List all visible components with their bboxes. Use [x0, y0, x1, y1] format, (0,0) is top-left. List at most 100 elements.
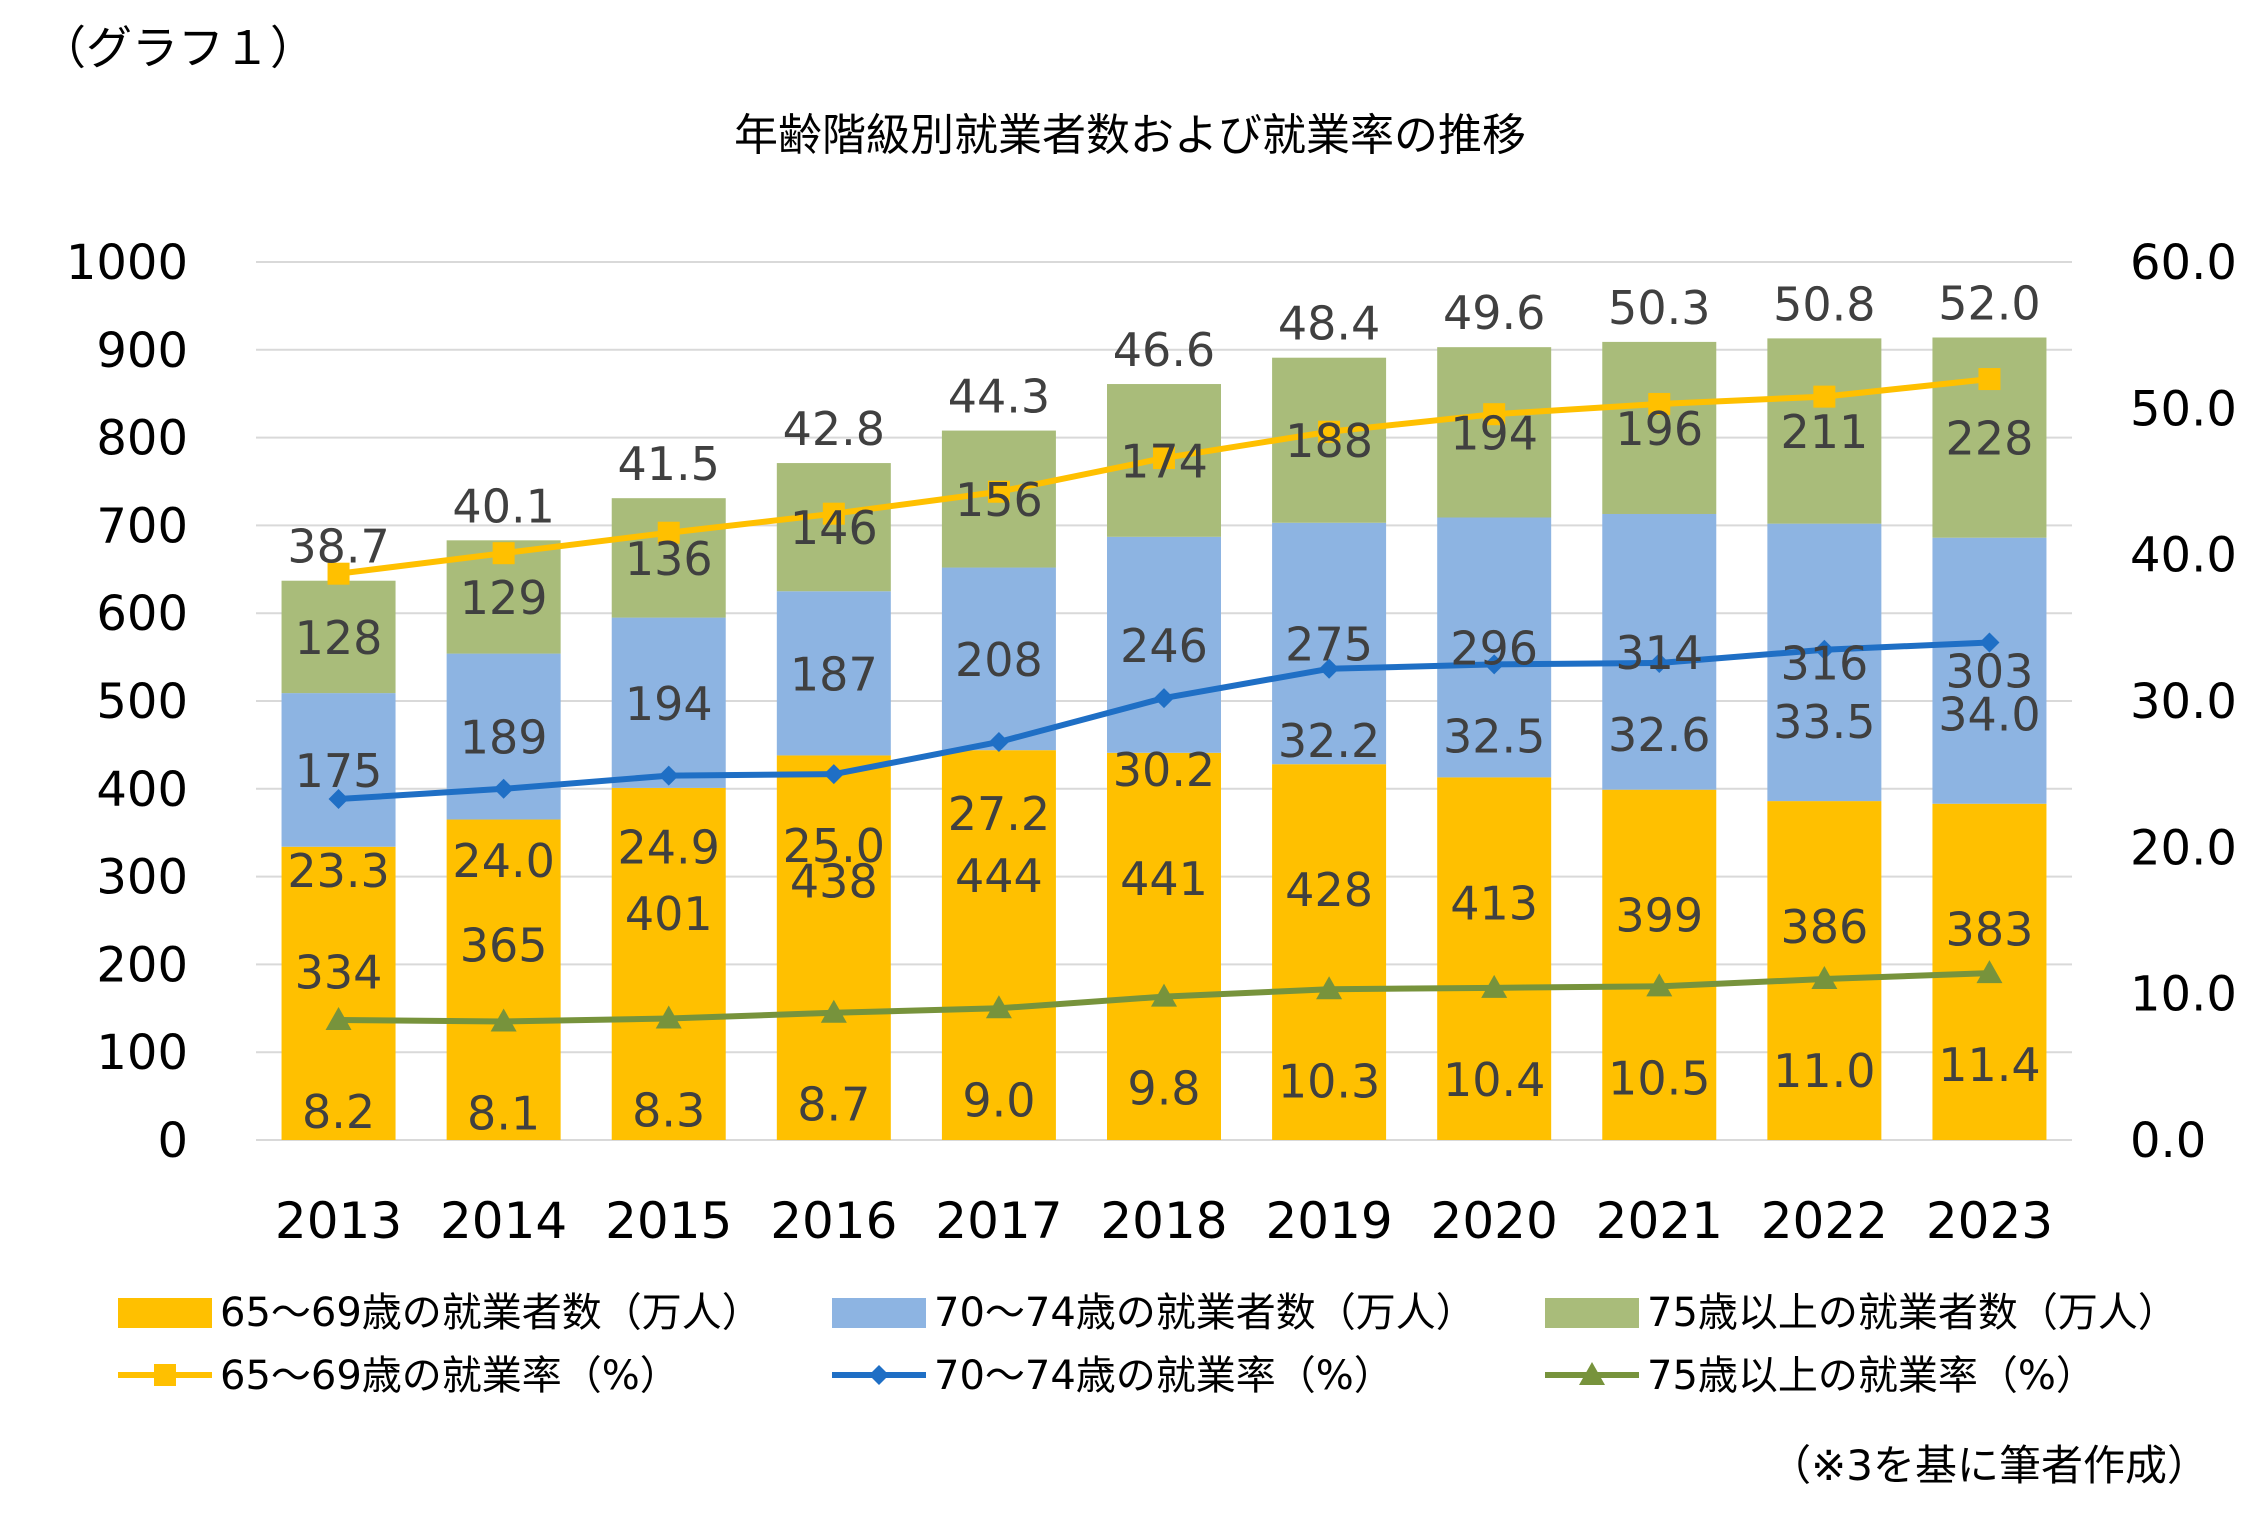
y-right-tick-label: 30.0	[2130, 674, 2237, 730]
line-marker	[490, 1008, 517, 1032]
y-right-tick-label: 60.0	[2130, 235, 2237, 291]
header-label: （グラフ１）	[40, 21, 316, 75]
line-marker	[655, 1005, 682, 1029]
legend-swatch	[118, 1298, 212, 1328]
line-marker	[1976, 960, 2003, 984]
bar-value-label: 187	[790, 647, 878, 701]
legend-label: 65〜69歳の就業率（%）	[220, 1353, 680, 1399]
bar-segment	[776, 755, 891, 1140]
bar-value-label: 188	[1285, 414, 1373, 468]
line-value-label: 30.2	[1113, 743, 1215, 797]
bar-value-label: 208	[955, 633, 1043, 687]
line-value-label: 24.9	[618, 821, 720, 875]
bar-value-label: 136	[625, 532, 713, 586]
bar-value-label: 441	[1120, 852, 1208, 906]
line-marker	[1484, 654, 1505, 675]
line-value-label: 46.6	[1113, 323, 1215, 377]
line-value-label: 50.8	[1773, 277, 1875, 331]
y-left-tick-label: 800	[96, 411, 188, 467]
y-left-tick-label: 0	[157, 1113, 188, 1169]
y-left-tick-label: 200	[96, 937, 188, 993]
axes: 0 100 200 300 400 500 600 700 800 900 1000 0.0 10.0 2…	[66, 235, 2237, 1250]
y-right-tick-label: 0.0	[2130, 1113, 2206, 1169]
line-marker	[1814, 639, 1835, 660]
line-marker	[1979, 632, 2000, 653]
line-value-label: 24.0	[452, 834, 554, 888]
bar-value-label: 194	[1450, 406, 1538, 460]
line-value-label: 34.0	[1938, 687, 2040, 741]
line-marker	[657, 521, 680, 544]
line-value-label: 27.2	[948, 787, 1050, 841]
line-value-label: 50.3	[1608, 281, 1710, 335]
bar-segment	[446, 819, 561, 1140]
source-note: （※3を基に筆者作成）	[1769, 1441, 2209, 1490]
x-tick-label: 2013	[275, 1192, 402, 1250]
line-value-label: 11.0	[1773, 1044, 1875, 1098]
bar-value-label: 296	[1450, 621, 1538, 675]
y-left-tick-label: 100	[96, 1025, 188, 1081]
x-tick-label: 2017	[935, 1192, 1062, 1250]
bar-segment	[941, 750, 1056, 1140]
bar-value-label: 189	[460, 711, 548, 765]
legend-label: 75歳以上の就業者数（万人）	[1647, 1290, 2178, 1336]
bar-segment	[611, 787, 726, 1140]
legend: 65〜69歳の就業者数（万人） 70〜74歳の就業者数（万人） 75歳以上の就業者数…	[118, 1290, 2178, 1399]
line-marker	[822, 502, 845, 525]
bar-value-label: 146	[790, 501, 878, 555]
bar-value-label: 365	[460, 919, 548, 973]
line-marker	[988, 731, 1009, 752]
x-tick-label: 2019	[1265, 1192, 1392, 1250]
line-marker	[1319, 658, 1340, 679]
legend-label: 70〜74歳の就業率（%）	[934, 1353, 1394, 1399]
bar-value-label: 194	[625, 677, 713, 731]
bar-value-label: 246	[1120, 619, 1208, 673]
line-value-label: 42.8	[783, 402, 885, 456]
bar-segment	[1437, 347, 1552, 518]
y-left-tick-label: 700	[96, 498, 188, 554]
line-marker	[1318, 420, 1341, 443]
bar-segment	[1932, 537, 2047, 804]
bar-value-label: 211	[1780, 405, 1868, 459]
line-marker	[1978, 368, 2001, 391]
line-value-label: 49.6	[1443, 286, 1545, 340]
line-marker	[325, 1007, 352, 1031]
bar-segment	[1107, 752, 1221, 1140]
x-tick-label: 2021	[1596, 1192, 1723, 1250]
legend-marker	[1579, 1362, 1605, 1385]
y-left-tick-label: 600	[96, 586, 188, 642]
line-value-label: 25.0	[783, 819, 885, 873]
y-left-tick-label: 500	[96, 674, 188, 730]
x-tick-label: 2015	[605, 1192, 732, 1250]
bar-segment	[1437, 517, 1552, 778]
line-value-label: 10.4	[1443, 1053, 1545, 1107]
lines	[325, 368, 2003, 1032]
bar-value-label: 303	[1946, 645, 2034, 699]
line-value-label: 41.5	[618, 437, 720, 491]
chart-title: 年齢階級別就業者数および就業率の推移	[734, 110, 1526, 161]
x-tick-label: 2023	[1926, 1192, 2053, 1250]
bar-value-label: 316	[1780, 636, 1868, 690]
line-value-label: 33.5	[1773, 695, 1875, 749]
bar-value-label: 275	[1285, 617, 1373, 671]
bar-value-label: 334	[295, 946, 383, 1000]
line-value-label: 8.1	[467, 1086, 540, 1140]
x-tick-label: 2018	[1100, 1192, 1227, 1250]
legend-swatch	[1545, 1298, 1639, 1328]
line-value-label: 10.5	[1608, 1051, 1710, 1105]
bar-value-label: 174	[1120, 434, 1208, 488]
y-right-tick-label: 20.0	[2130, 820, 2237, 876]
line-marker	[1154, 688, 1174, 709]
bar-segment	[1602, 341, 1717, 514]
line-marker	[492, 542, 515, 565]
legend-label: 65〜69歳の就業者数（万人）	[220, 1290, 762, 1336]
line-value-label: 52.0	[1938, 277, 2040, 331]
bar-segment	[1767, 523, 1882, 802]
line-marker	[1153, 447, 1175, 470]
bar-segment	[1602, 513, 1717, 790]
line-value-label: 38.7	[287, 520, 389, 574]
bar-segment	[281, 846, 396, 1140]
line-value-label: 40.1	[452, 479, 554, 533]
bar-value-label: 156	[955, 473, 1043, 527]
bar-segment	[776, 463, 891, 592]
line-value-label: 8.3	[632, 1084, 705, 1138]
